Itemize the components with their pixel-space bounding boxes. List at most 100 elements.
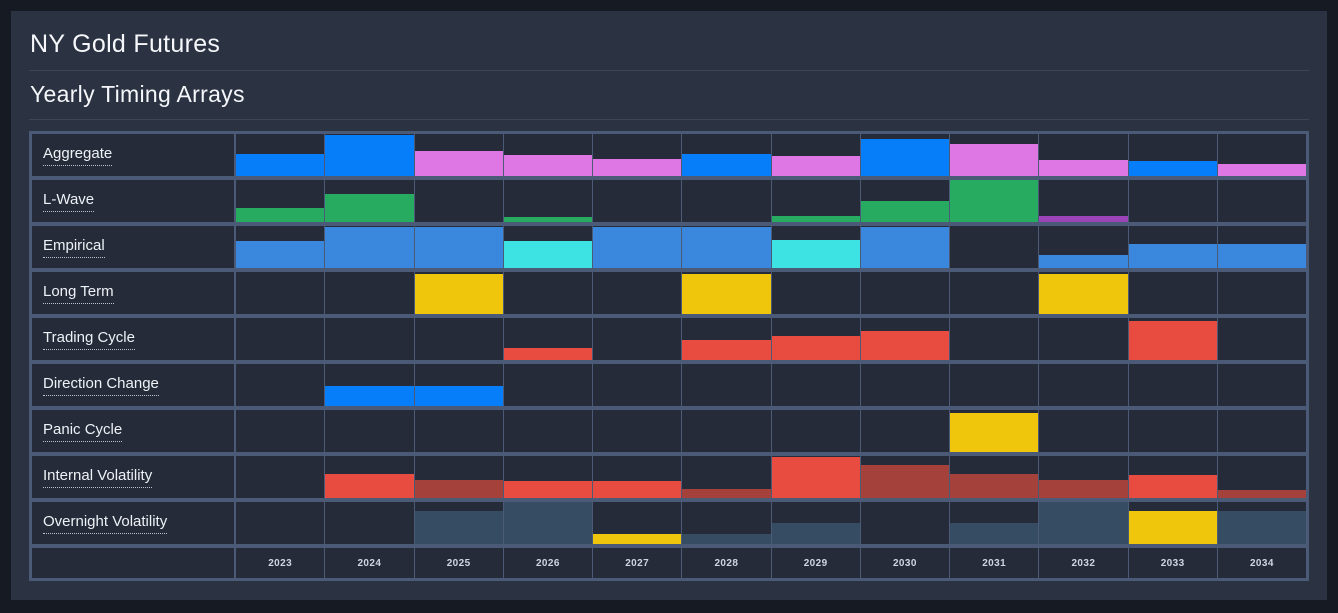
row-label-internal-volatility[interactable]: Internal Volatility bbox=[32, 456, 236, 498]
bar-empirical-2032 bbox=[1039, 254, 1128, 268]
cell-l-wave-2026 bbox=[502, 180, 592, 222]
cell-overnight-volatility-2033 bbox=[1127, 502, 1217, 544]
cell-direction-change-2029 bbox=[770, 364, 860, 406]
year-tick-text: 2033 bbox=[1160, 557, 1185, 569]
bar-empirical-2027 bbox=[593, 227, 682, 268]
cell-empirical-2030 bbox=[859, 226, 949, 268]
row-label-panic-cycle[interactable]: Panic Cycle bbox=[32, 410, 236, 452]
row-label-text: Empirical bbox=[43, 237, 105, 258]
cell-l-wave-2030 bbox=[859, 180, 949, 222]
cell-overnight-volatility-2028 bbox=[681, 502, 771, 544]
year-tick-text: 2031 bbox=[982, 557, 1007, 569]
bar-empirical-2024 bbox=[325, 227, 414, 268]
cell-l-wave-2023 bbox=[236, 180, 325, 222]
cell-trading-cycle-2025 bbox=[413, 318, 503, 360]
cell-overnight-volatility-2030 bbox=[859, 502, 949, 544]
cell-direction-change-2033 bbox=[1127, 364, 1217, 406]
cell-trading-cycle-2029 bbox=[770, 318, 860, 360]
array-row-trading-cycle: Trading Cycle bbox=[32, 318, 1306, 360]
cell-aggregate-2024 bbox=[324, 134, 414, 176]
cell-panic-cycle-2033 bbox=[1127, 410, 1217, 452]
chart-subtitle: Yearly Timing Arrays bbox=[30, 81, 245, 107]
bar-long-term-2032 bbox=[1039, 274, 1128, 314]
timing-array-card: NY Gold Futures Yearly Timing Arrays Agg… bbox=[11, 11, 1327, 600]
row-label-overnight-volatility[interactable]: Overnight Volatility bbox=[32, 502, 236, 544]
cell-panic-cycle-2032 bbox=[1038, 410, 1127, 452]
bar-overnight-volatility-2025 bbox=[414, 511, 503, 544]
row-label-l-wave[interactable]: L-Wave bbox=[32, 180, 236, 222]
bar-aggregate-2031 bbox=[950, 144, 1039, 176]
cell-aggregate-2023 bbox=[236, 134, 325, 176]
year-label-2033: 2033 bbox=[1127, 548, 1217, 578]
cell-direction-change-2031 bbox=[949, 364, 1038, 406]
cell-aggregate-2033 bbox=[1127, 134, 1217, 176]
bar-empirical-2025 bbox=[414, 227, 503, 268]
cell-overnight-volatility-2034 bbox=[1216, 502, 1306, 544]
bar-overnight-volatility-2031 bbox=[950, 523, 1039, 544]
array-row-direction-change: Direction Change bbox=[32, 364, 1306, 406]
row-label-direction-change[interactable]: Direction Change bbox=[32, 364, 236, 406]
cell-panic-cycle-2026 bbox=[502, 410, 592, 452]
bar-aggregate-2034 bbox=[1217, 164, 1306, 176]
year-label-2034: 2034 bbox=[1216, 548, 1306, 578]
row-label-text: Trading Cycle bbox=[43, 329, 135, 350]
cell-trading-cycle-2033 bbox=[1127, 318, 1217, 360]
row-label-trading-cycle[interactable]: Trading Cycle bbox=[32, 318, 236, 360]
bar-aggregate-2023 bbox=[236, 154, 325, 176]
year-tick-text: 2025 bbox=[446, 557, 471, 569]
year-label-2025: 2025 bbox=[413, 548, 503, 578]
year-tick-text: 2024 bbox=[357, 557, 382, 569]
row-label-text: Long Term bbox=[43, 283, 114, 304]
cell-empirical-2033 bbox=[1127, 226, 1217, 268]
cell-l-wave-2025 bbox=[413, 180, 503, 222]
cell-panic-cycle-2025 bbox=[413, 410, 503, 452]
bar-empirical-2023 bbox=[236, 240, 325, 268]
bar-empirical-2034 bbox=[1217, 244, 1306, 268]
cell-long-term-2023 bbox=[236, 272, 324, 314]
year-label-2024: 2024 bbox=[324, 548, 413, 578]
bar-internal-volatility-2032 bbox=[1039, 480, 1128, 498]
cell-aggregate-2031 bbox=[949, 134, 1039, 176]
bar-aggregate-2027 bbox=[593, 159, 682, 176]
bar-internal-volatility-2024 bbox=[325, 473, 414, 498]
cell-internal-volatility-2023 bbox=[236, 456, 324, 498]
cell-panic-cycle-2027 bbox=[592, 410, 681, 452]
cell-empirical-2026 bbox=[502, 226, 592, 268]
divider bbox=[29, 119, 1309, 120]
bar-empirical-2030 bbox=[860, 227, 949, 268]
cell-trading-cycle-2023 bbox=[236, 318, 324, 360]
year-tick-text: 2034 bbox=[1249, 557, 1274, 569]
bar-aggregate-2033 bbox=[1128, 160, 1217, 176]
cell-long-term-2027 bbox=[592, 272, 681, 314]
cell-l-wave-2028 bbox=[681, 180, 770, 222]
bar-l-wave-2030 bbox=[860, 201, 949, 222]
cell-internal-volatility-2026 bbox=[502, 456, 592, 498]
cell-panic-cycle-2031 bbox=[949, 410, 1039, 452]
cell-long-term-2025 bbox=[413, 272, 503, 314]
bar-direction-change-2024 bbox=[325, 386, 414, 406]
array-row-overnight-volatility: Overnight Volatility bbox=[32, 502, 1306, 544]
cell-aggregate-2032 bbox=[1038, 134, 1128, 176]
row-label-empirical[interactable]: Empirical bbox=[32, 226, 236, 268]
cell-panic-cycle-2028 bbox=[681, 410, 770, 452]
year-label-2027: 2027 bbox=[592, 548, 681, 578]
divider bbox=[29, 70, 1309, 71]
cell-trading-cycle-2030 bbox=[859, 318, 949, 360]
cell-trading-cycle-2026 bbox=[502, 318, 592, 360]
cell-panic-cycle-2030 bbox=[859, 410, 949, 452]
cell-empirical-2024 bbox=[324, 226, 414, 268]
cell-empirical-2027 bbox=[592, 226, 682, 268]
row-label-aggregate[interactable]: Aggregate bbox=[32, 134, 236, 176]
cell-aggregate-2025 bbox=[413, 134, 503, 176]
cell-overnight-volatility-2025 bbox=[413, 502, 503, 544]
row-label-long-term[interactable]: Long Term bbox=[32, 272, 236, 314]
cell-overnight-volatility-2029 bbox=[770, 502, 860, 544]
cell-direction-change-2034 bbox=[1216, 364, 1306, 406]
bar-internal-volatility-2025 bbox=[414, 480, 503, 498]
cell-direction-change-2032 bbox=[1038, 364, 1127, 406]
year-axis-corner bbox=[32, 548, 236, 578]
cell-overnight-volatility-2023 bbox=[236, 502, 324, 544]
cell-long-term-2026 bbox=[502, 272, 592, 314]
cell-direction-change-2023 bbox=[236, 364, 324, 406]
cell-long-term-2031 bbox=[949, 272, 1038, 314]
